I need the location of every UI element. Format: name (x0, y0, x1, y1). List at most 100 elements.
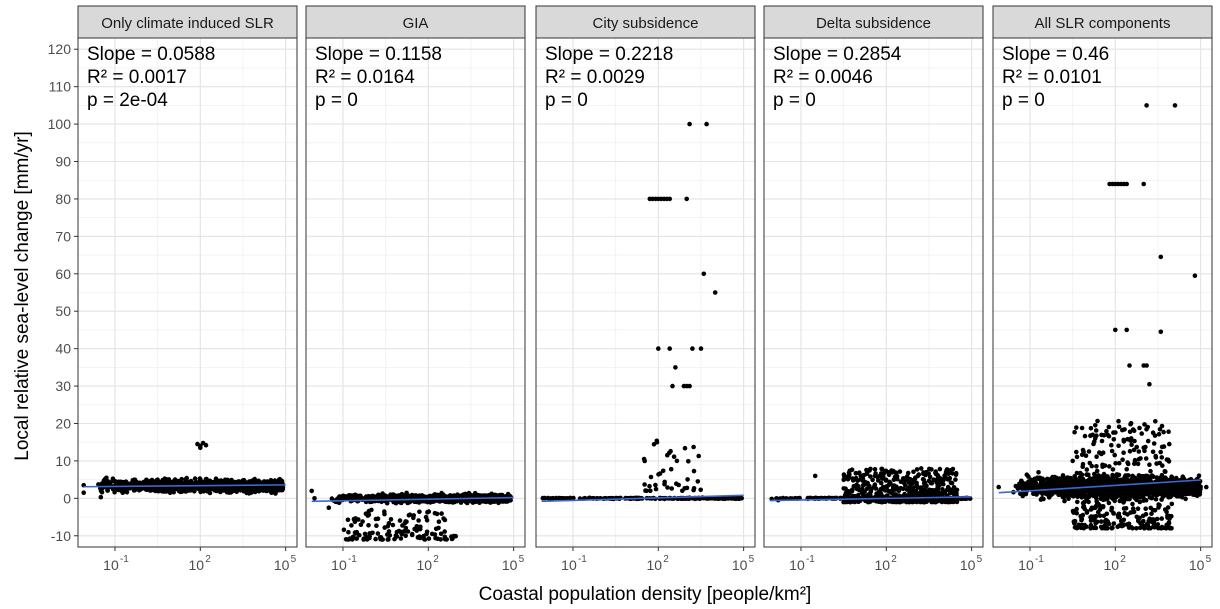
data-point (178, 480, 183, 486)
data-point (1074, 506, 1079, 512)
data-point (928, 480, 934, 486)
data-point (1194, 481, 1200, 486)
x-tick-label: 10 (960, 557, 976, 573)
data-point (429, 531, 435, 537)
data-point (883, 477, 889, 483)
data-point (346, 529, 351, 535)
data-point (1148, 505, 1153, 511)
data-point (921, 499, 927, 504)
data-point (1126, 473, 1131, 478)
data-point (878, 487, 883, 492)
data-point (933, 498, 938, 504)
data-point (1183, 496, 1188, 502)
data-point (860, 476, 866, 482)
data-point (1019, 484, 1024, 489)
data-point (382, 511, 387, 517)
data-point (549, 496, 554, 501)
data-point (665, 485, 670, 490)
data-point (1112, 452, 1117, 458)
data-point (341, 527, 347, 533)
data-point (1143, 506, 1148, 512)
data-point (1155, 490, 1161, 496)
x-tick-label: 10 (732, 557, 748, 573)
data-point (167, 488, 173, 493)
data-point (226, 479, 232, 485)
data-point (1057, 492, 1063, 497)
data-point (927, 487, 932, 493)
data-point (660, 468, 666, 474)
data-point (354, 529, 360, 535)
data-point (384, 494, 390, 500)
data-point (412, 499, 418, 504)
data-point (1143, 456, 1149, 461)
data-point (946, 499, 952, 505)
data-point (1038, 497, 1044, 502)
data-point (1074, 454, 1080, 460)
data-point (203, 442, 209, 448)
data-point (911, 469, 916, 475)
facet-strip (77, 5, 298, 39)
stat-p-value: p = 2e-04 (87, 90, 168, 111)
data-point (918, 466, 924, 471)
data-point (653, 486, 659, 492)
data-point (1151, 491, 1156, 496)
data-point (937, 491, 943, 496)
data-point (1070, 458, 1075, 464)
data-point (1119, 495, 1124, 500)
data-point (99, 486, 104, 492)
x-tick-label: 10 (331, 557, 347, 573)
x-tick-exponent: 5 (1206, 554, 1212, 565)
x-tick-exponent: 5 (519, 554, 525, 565)
data-point (1122, 475, 1127, 480)
data-point (711, 496, 717, 501)
data-point (433, 526, 439, 532)
x-tick-label: 10 (502, 557, 518, 573)
data-point (398, 536, 404, 541)
data-point (434, 511, 440, 517)
stat-r-squared: R² = 0.0017 (87, 67, 187, 88)
x-tick-exponent: -1 (1035, 554, 1044, 565)
regression-line (83, 484, 286, 488)
data-point (219, 478, 225, 484)
data-point (1151, 474, 1156, 480)
data-point (1196, 473, 1202, 479)
data-point (1174, 483, 1179, 488)
panel-border (77, 37, 298, 548)
data-point (1178, 490, 1184, 496)
data-point (261, 480, 267, 485)
data-point (406, 513, 412, 518)
data-point (872, 467, 878, 472)
data-point (1180, 486, 1186, 492)
facet-strip-label: Delta subsidence (816, 15, 931, 32)
x-tick-label: 10 (103, 557, 119, 573)
data-point (889, 470, 895, 475)
stat-slope: Slope = 0.1158 (315, 44, 442, 65)
data-point (1062, 494, 1067, 500)
data-point (647, 483, 652, 489)
data-point (1161, 429, 1166, 435)
x-tick-label: 10 (274, 557, 290, 573)
stat-r-squared: R² = 0.0029 (545, 67, 645, 88)
data-point (1153, 419, 1158, 424)
data-point (81, 490, 86, 496)
data-point (879, 466, 885, 472)
data-point (651, 442, 657, 447)
data-point (687, 383, 692, 389)
data-point (362, 531, 368, 537)
data-point (644, 488, 649, 494)
data-point (1120, 457, 1125, 463)
data-point (868, 494, 873, 499)
data-point (1077, 479, 1082, 484)
data-point (725, 496, 731, 501)
data-point (654, 438, 660, 444)
data-point (1094, 468, 1100, 474)
data-point (1143, 485, 1148, 491)
data-point (894, 499, 899, 505)
data-point (662, 479, 667, 485)
data-point (393, 499, 398, 505)
data-point (893, 487, 898, 492)
data-point (363, 511, 369, 516)
data-point (412, 526, 417, 532)
data-point (1071, 490, 1076, 496)
stat-r-squared: R² = 0.0164 (315, 67, 415, 88)
